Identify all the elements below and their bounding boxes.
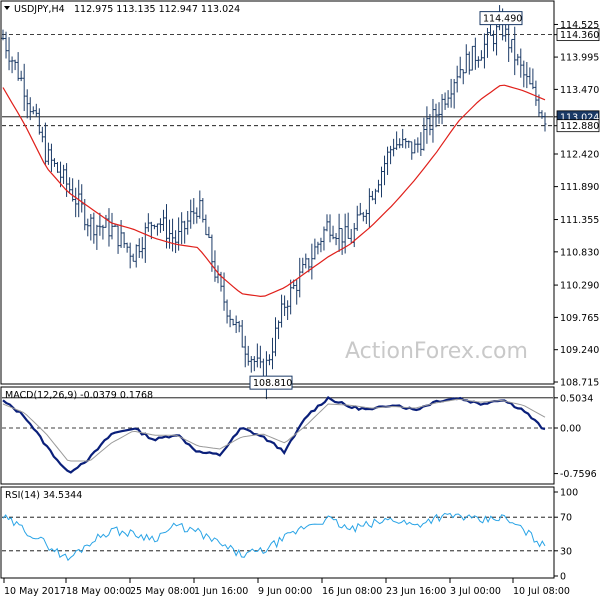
price-annotations: 114.490 108.810	[249, 11, 523, 390]
macd-tick-label-0: 0.5034	[560, 393, 593, 404]
price-bars	[1, 5, 547, 400]
ohlc-label: 112.975 113.135 112.947 113.024	[74, 4, 240, 15]
time-label-3: 1 Jun 16:00	[194, 586, 248, 597]
macd-line-1	[2, 398, 546, 462]
macd-tick-label-1: 0.00	[560, 424, 581, 435]
time-label-5: 16 Jun 08:00	[322, 586, 382, 597]
price-reference-lines	[2, 34, 553, 127]
rsi-tick-label-1: 70	[560, 513, 572, 524]
price-tick-label-10: 110.290	[560, 281, 599, 292]
price-tick-label-3: 113.470	[560, 85, 599, 96]
annotation-label-0: 114.490	[483, 14, 522, 25]
time-label-6: 23 Jun 16:00	[386, 586, 446, 597]
price-tick-label-9: 110.830	[560, 247, 599, 258]
rsi-tick-label-0: 100	[560, 488, 578, 499]
watermark: ActionForex.com	[345, 339, 528, 364]
rsi-line	[2, 512, 546, 562]
price-tick-label-7: 111.890	[560, 182, 599, 193]
annotation-box-0	[479, 11, 523, 26]
price-tick-label-4: 113.024	[560, 112, 599, 123]
macd-tick-label-2: -0.7596	[560, 469, 597, 480]
time-label-8: 10 Jul 08:00	[513, 586, 570, 597]
macd-label: MACD(12,26,9) -0.0379 0.1768	[5, 390, 153, 401]
moving-average-line	[2, 84, 546, 298]
price-tick-label-13: 108.715	[560, 378, 599, 389]
price-tag-5	[556, 119, 600, 133]
price-tick-label-1: 114.360	[560, 30, 599, 41]
rsi-tick-label-2: 30	[560, 546, 572, 557]
price-tick-label-2: 113.995	[560, 53, 599, 64]
annotation-box-1	[249, 375, 293, 390]
rsi-series: 100 70 30 0	[2, 488, 578, 583]
macd-series: 0.5034 0.00 -0.7596	[2, 393, 597, 480]
price-tick-label-0: 114.525	[560, 20, 599, 31]
header-icon	[4, 6, 10, 10]
price-tick-label-8: 111.355	[560, 215, 599, 226]
price-tick-label-5: 112.880	[560, 121, 599, 132]
price-tag-1	[556, 28, 600, 42]
rsi-tick-label-3: 0	[560, 572, 566, 583]
moving-average-path	[2, 84, 546, 298]
macd-line-0	[2, 396, 546, 474]
time-label-4: 9 Jun 00:00	[258, 586, 312, 597]
time-label-0: 10 May 2017	[4, 586, 66, 597]
time-label-7: 3 Jul 00:00	[450, 586, 501, 597]
price-tick-label-12: 109.240	[560, 345, 599, 356]
rsi-panel-frame	[0, 486, 555, 579]
time-label-2: 25 May 08:00	[130, 586, 195, 597]
time-label-1: 18 May 00:00	[66, 586, 131, 597]
price-panel-frame	[0, 0, 555, 385]
price-tick-label-6: 112.420	[560, 150, 599, 161]
symbol-label: USDJPY,H4	[14, 4, 65, 15]
rsi-label: RSI(14) 34.5344	[5, 490, 82, 501]
annotation-label-1: 108.810	[253, 378, 292, 389]
price-tick-label-11: 109.765	[560, 313, 599, 324]
